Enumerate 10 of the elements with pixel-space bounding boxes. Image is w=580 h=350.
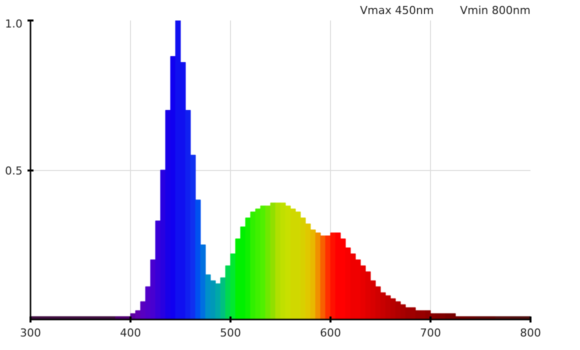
y-tick-label: 1.0: [5, 18, 23, 30]
y-tick-label: 0.5: [5, 164, 23, 178]
text: Vmax 450nm: [360, 3, 434, 19]
x-tick-label: 800: [520, 326, 541, 340]
x-tick-label: 600: [320, 326, 341, 340]
x-tick-label: 500: [220, 326, 241, 340]
x-tick-label: 300: [20, 326, 41, 340]
x-tick-label: 700: [420, 326, 441, 340]
x-tick-label: 400: [120, 326, 141, 340]
text: Vmin 800nm: [460, 3, 530, 19]
